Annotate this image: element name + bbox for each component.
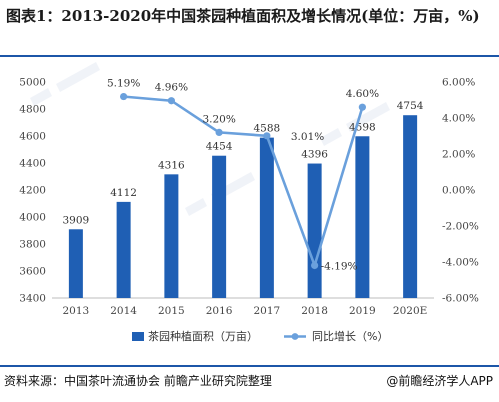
growth-point xyxy=(120,92,128,101)
growth-point xyxy=(167,97,175,105)
bar xyxy=(403,115,418,299)
x-tick-label: 2020E xyxy=(393,305,427,317)
bar-value-label: 4598 xyxy=(349,121,376,133)
legend-bar-label: 茶园种植面积（万亩） xyxy=(148,329,258,343)
growth-point xyxy=(311,261,319,270)
y-right-tick-label: -6.00% xyxy=(442,293,479,305)
x-tick-label: 2015 xyxy=(158,305,185,317)
chart-axes: 3400 3600 3800 4000 4200 4400 4600 4800 5000 -6.0… xyxy=(19,77,479,318)
growth-value-label: 4.60% xyxy=(346,88,379,100)
y-left-tick-label: 3600 xyxy=(19,266,46,278)
y-right-tick-label: 4.00% xyxy=(442,113,475,125)
legend-bar-swatch xyxy=(132,332,144,341)
y-left-tick-label: 4600 xyxy=(19,131,46,143)
line-series xyxy=(120,92,366,270)
y-right-tick-label: -4.00% xyxy=(442,257,479,269)
growth-value-label: 3.20% xyxy=(202,113,235,125)
bar-value-label: 3909 xyxy=(63,214,90,226)
bar-labels: 3909 4112 4316 4454 4588 4396 4598 4754 xyxy=(63,100,424,226)
bar xyxy=(355,136,370,298)
growth-value-label: 3.01% xyxy=(291,131,324,143)
bar-value-label: 4454 xyxy=(206,141,233,153)
bar xyxy=(259,137,274,298)
bar-value-label: 4396 xyxy=(301,149,328,161)
bar xyxy=(212,155,227,298)
y-left-tick-label: 5000 xyxy=(19,77,46,89)
growth-point xyxy=(263,132,271,140)
y-right-tick-label: -2.00% xyxy=(442,221,479,233)
legend: 茶园种植面积（万亩） 同比增长（%） xyxy=(132,329,388,343)
x-tick-label: 2019 xyxy=(349,305,376,317)
y-left-tick-label: 4800 xyxy=(19,104,46,116)
chart: 3400 3600 3800 4000 4200 4400 4600 4800 5000 -6.0… xyxy=(19,62,479,343)
bar-value-label: 4112 xyxy=(110,187,137,199)
bar xyxy=(307,163,322,298)
y-left-tick-label: 4000 xyxy=(19,212,46,224)
bar-value-label: 4754 xyxy=(397,100,424,112)
x-tick-label: 2016 xyxy=(206,305,233,317)
growth-point xyxy=(215,128,223,136)
x-tick-label: 2017 xyxy=(254,305,281,317)
x-tick-label: 2018 xyxy=(301,305,328,317)
growth-value-label: -4.19% xyxy=(321,260,358,272)
growth-point xyxy=(358,103,366,111)
y-right-tick-label: 2.00% xyxy=(442,149,475,161)
x-tick-label: 2014 xyxy=(110,305,137,317)
growth-value-label: 5.19% xyxy=(107,78,140,90)
bar xyxy=(164,174,179,298)
y-left-tick-label: 3400 xyxy=(19,293,46,305)
y-left-tick-label: 4200 xyxy=(19,185,46,197)
title-divider xyxy=(0,55,499,57)
bar-value-label: 4588 xyxy=(254,123,281,135)
bar xyxy=(116,201,131,298)
y-left-tick-label: 3800 xyxy=(19,239,46,251)
y-left-tick-label: 4400 xyxy=(19,158,46,170)
bar-value-label: 4316 xyxy=(158,159,185,171)
growth-line xyxy=(123,95,364,270)
source-note: 资料来源：中国茶叶流通协会 前瞻产业研究院整理 xyxy=(4,374,272,388)
bar xyxy=(68,229,83,298)
growth-value-label: 4.96% xyxy=(155,82,188,94)
y-right-tick-label: 6.00% xyxy=(442,77,475,89)
watermark-mark xyxy=(30,62,100,106)
line-labels: 5.19% 4.96% 3.20% 3.01% -4.19% 4.60% xyxy=(107,78,379,273)
footer-divider xyxy=(0,365,499,367)
x-tick-label: 2013 xyxy=(63,305,90,317)
brand-credit: @前瞻经济学人APP xyxy=(386,374,493,388)
legend-line-label: 同比增长（%） xyxy=(312,329,388,343)
legend-line-marker xyxy=(291,333,299,340)
chart-title: 图表1：2013-2020年中国茶园种植面积及增长情况(单位：万亩，%) xyxy=(6,7,480,25)
bar-series xyxy=(68,115,418,299)
watermark-mark xyxy=(320,102,390,146)
y-right-tick-label: 0.00% xyxy=(442,185,475,197)
